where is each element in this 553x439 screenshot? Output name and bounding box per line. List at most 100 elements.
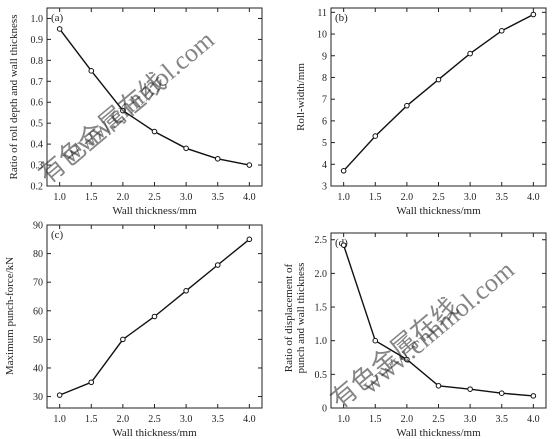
data-point — [372, 337, 379, 344]
x-tick-label: 4.0 — [527, 414, 540, 425]
x-tick-label: 1.0 — [337, 414, 350, 425]
x-axis-label: Wall thickness/mm — [112, 205, 197, 217]
data-point — [372, 133, 379, 139]
y-tick-label: 80 — [33, 249, 43, 260]
x-tick-label: 1.5 — [85, 192, 98, 203]
y-tick-label: 0.5 — [31, 119, 44, 130]
data-point — [404, 356, 410, 363]
x-tick-label: 2.5 — [148, 414, 161, 425]
data-point — [404, 102, 410, 109]
y-tick-label: 0.8 — [31, 56, 44, 67]
y-tick-label: 2.0 — [315, 269, 328, 280]
data-point — [56, 26, 63, 32]
data-point — [183, 145, 189, 152]
x-tick-label: 1.5 — [369, 414, 382, 425]
data-point — [340, 242, 347, 248]
y-tick-label: 90 — [33, 221, 43, 232]
data-point — [246, 236, 253, 243]
x-axis-label: Wall thickness/mm — [396, 427, 481, 439]
data-point — [56, 392, 63, 398]
data-point — [120, 107, 126, 114]
data-point — [530, 393, 537, 399]
y-axis-label: Ratio of roll depth and wall thickness — [8, 15, 20, 180]
data-point — [88, 68, 95, 74]
y-tick-label: 2.5 — [315, 235, 328, 246]
data-point — [120, 336, 126, 343]
x-tick-label: 3.5 — [495, 414, 508, 425]
data-point — [183, 287, 189, 294]
x-tick-label: 4.0 — [527, 192, 540, 203]
data-point — [151, 313, 158, 320]
data-point — [151, 128, 158, 135]
y-tick-label: 10 — [317, 30, 327, 41]
x-tick-label: 2.0 — [401, 192, 414, 203]
y-tick-label: 3 — [322, 182, 327, 193]
data-point — [340, 168, 347, 174]
x-tick-label: 1.0 — [53, 192, 66, 203]
y-tick-label: 30 — [33, 392, 43, 403]
x-tick-label: 1.5 — [85, 414, 98, 425]
x-tick-label: 3.0 — [464, 192, 477, 203]
y-tick-label: 5 — [322, 138, 327, 149]
y-axis-label: punch and wall thickness — [295, 263, 307, 374]
y-tick-label: 1.5 — [315, 303, 328, 314]
x-tick-label: 3.0 — [180, 414, 193, 425]
data-point — [530, 11, 537, 18]
data-point — [214, 262, 221, 268]
data-point — [467, 50, 473, 57]
y-tick-label: 0.6 — [31, 98, 44, 109]
x-tick-label: 2.0 — [117, 414, 130, 425]
x-tick-label: 2.5 — [432, 192, 445, 203]
y-tick-label: 0 — [322, 404, 327, 415]
y-tick-label: 0.4 — [31, 140, 44, 151]
y-tick-label: 1.0 — [31, 14, 44, 25]
data-point — [498, 27, 505, 34]
panel-label: (c) — [51, 229, 64, 241]
x-axis-label: Wall thickness/mm — [112, 427, 197, 439]
panel-label: (d) — [335, 237, 348, 249]
data-point — [435, 382, 442, 389]
x-tick-label: 3.5 — [211, 192, 224, 203]
x-tick-label: 3.0 — [464, 414, 477, 425]
y-tick-label: 0.7 — [31, 77, 44, 88]
y-tick-label: 11 — [317, 8, 327, 19]
y-tick-label: 50 — [33, 335, 43, 346]
x-tick-label: 2.0 — [401, 414, 414, 425]
x-tick-label: 2.5 — [148, 192, 161, 203]
x-tick-label: 4.0 — [243, 414, 256, 425]
y-tick-label: 9 — [322, 51, 327, 62]
y-tick-label: 8 — [322, 73, 327, 84]
x-axis-label: Wall thickness/mm — [396, 205, 481, 217]
panel-label: (a) — [51, 12, 64, 24]
y-axis-label: Ratio of displacement of — [283, 263, 295, 372]
chart-panel-0: 1.0 1.5 2.0 2.5 3.0 3.5 4.0 0.2 0.3 0.4 0.5 0.6 0.7 0… — [8, 7, 263, 217]
x-tick-label: 1.5 — [369, 192, 382, 203]
x-tick-label: 3.0 — [180, 192, 193, 203]
y-tick-label: 60 — [33, 306, 43, 317]
y-axis-label: Maximum punch-force/kN — [4, 257, 16, 375]
data-point — [467, 386, 473, 392]
x-tick-label: 1.0 — [53, 414, 66, 425]
data-point — [246, 162, 253, 168]
y-tick-label: 6 — [322, 116, 327, 127]
y-tick-label: 40 — [33, 363, 43, 374]
x-tick-label: 2.0 — [117, 192, 130, 203]
x-tick-label: 4.0 — [243, 192, 256, 203]
data-point — [435, 76, 442, 83]
y-axis-label: Roll-width/mm — [295, 63, 307, 131]
y-tick-label: 4 — [322, 160, 327, 171]
data-point — [88, 379, 95, 386]
y-tick-label: 0.2 — [31, 182, 44, 193]
panels: 1.0 1.5 2.0 2.5 3.0 3.5 4.0 0.2 0.3 0.4 0.5 0.6 0.7 0… — [4, 7, 547, 439]
chart-panel-2: 1.0 1.5 2.0 2.5 3.0 3.5 4.0 30 40 50 60 70 80 90 Wall … — [4, 221, 263, 439]
y-tick-label: 0.5 — [315, 370, 328, 381]
x-tick-label: 3.5 — [495, 192, 508, 203]
x-tick-label: 2.5 — [432, 414, 445, 425]
y-tick-label: 70 — [33, 278, 43, 289]
y-tick-label: 1.0 — [315, 336, 328, 347]
y-tick-label: 0.3 — [31, 161, 44, 172]
panel-label: (b) — [335, 12, 348, 24]
data-point — [498, 390, 505, 396]
